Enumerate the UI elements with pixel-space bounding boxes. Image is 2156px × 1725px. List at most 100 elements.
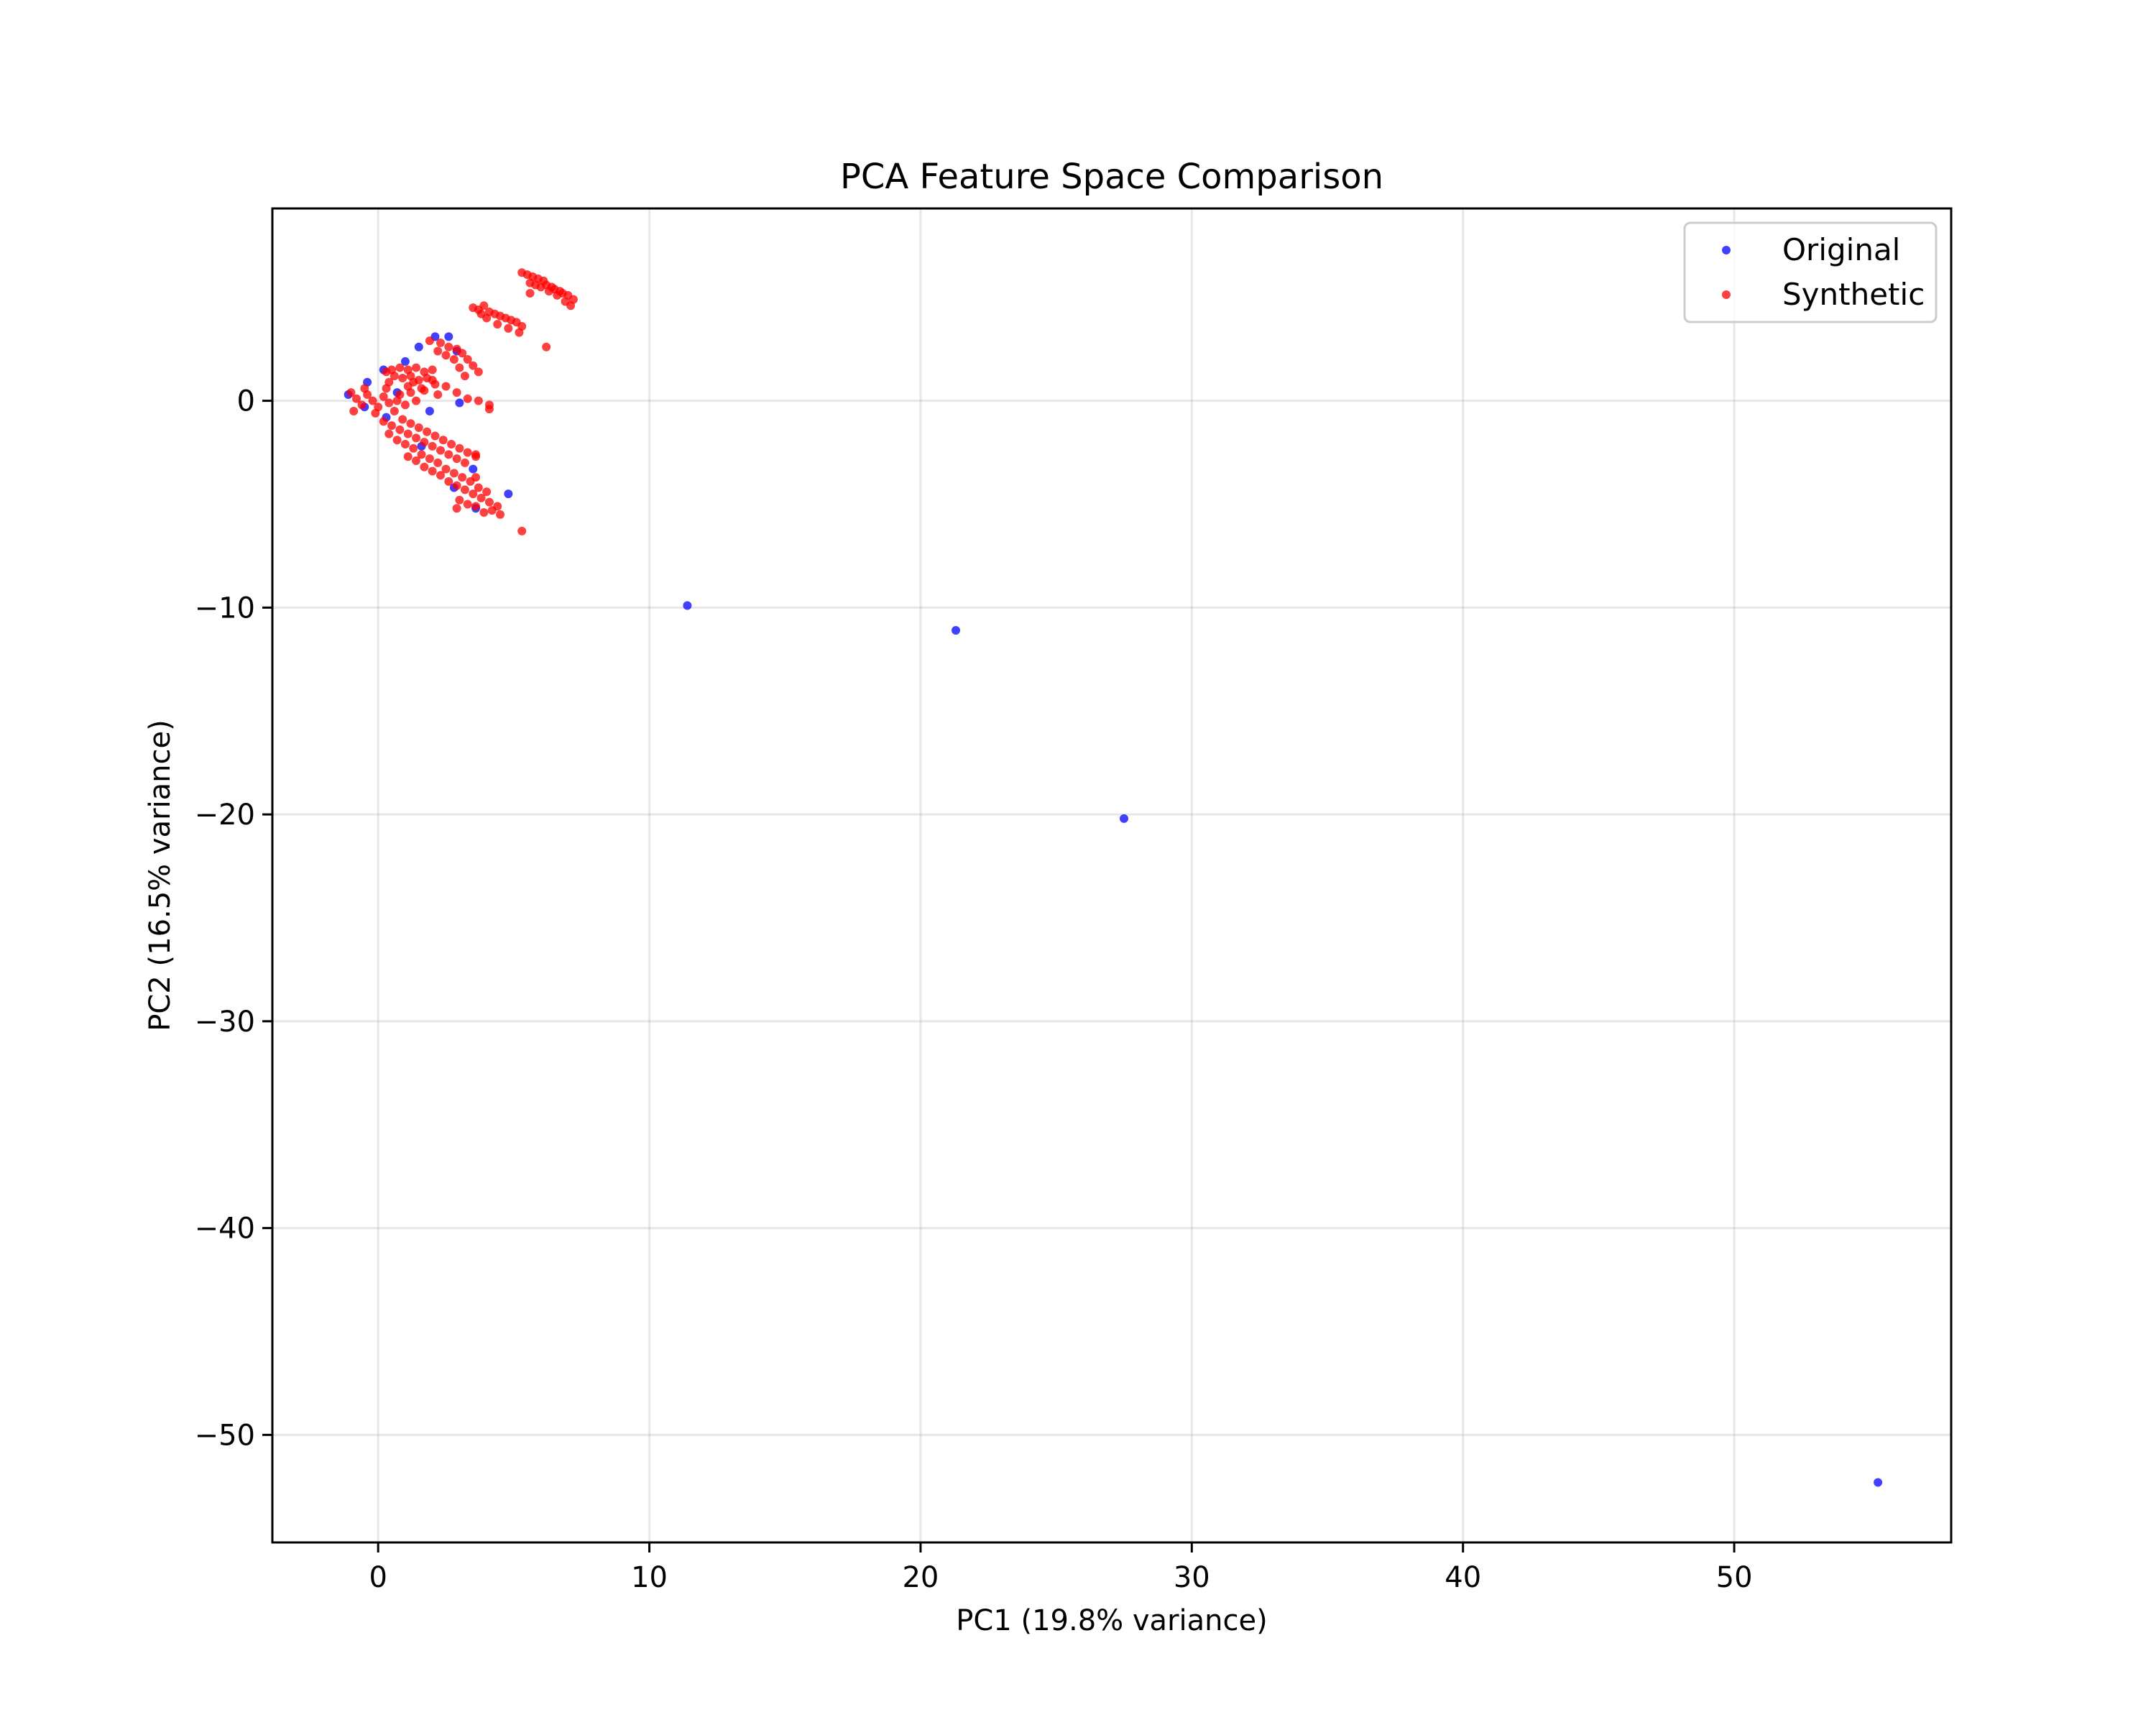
point-synthetic xyxy=(449,469,459,478)
point-synthetic xyxy=(444,450,453,459)
point-synthetic xyxy=(436,446,445,455)
point-synthetic xyxy=(536,282,545,292)
grid-lines xyxy=(272,208,1951,1542)
point-synthetic xyxy=(482,313,492,323)
point-synthetic xyxy=(469,361,478,370)
x-axis-ticks: 0 10 20 30 40 50 xyxy=(369,1542,1753,1594)
point-synthetic xyxy=(463,394,472,403)
point-synthetic xyxy=(425,336,434,346)
point-synthetic xyxy=(471,502,481,511)
point-synthetic xyxy=(447,440,456,449)
point-synthetic xyxy=(436,339,445,348)
point-synthetic xyxy=(384,398,394,408)
point-synthetic xyxy=(441,464,451,474)
point-synthetic xyxy=(463,448,472,457)
point-synthetic xyxy=(455,443,464,453)
point-synthetic xyxy=(452,481,461,490)
point-synthetic xyxy=(474,483,483,492)
point-synthetic xyxy=(428,441,437,451)
point-synthetic xyxy=(412,396,421,405)
point-synthetic xyxy=(504,323,513,333)
point-synthetic xyxy=(458,349,467,358)
point-synthetic xyxy=(452,388,461,397)
point-synthetic xyxy=(444,342,453,351)
x-tick-label: 40 xyxy=(1445,1561,1481,1594)
point-synthetic xyxy=(479,301,489,310)
point-synthetic xyxy=(423,427,432,436)
point-synthetic xyxy=(460,372,469,381)
point-synthetic xyxy=(420,386,429,395)
point-synthetic xyxy=(390,406,399,415)
point-synthetic xyxy=(417,450,426,459)
point-synthetic xyxy=(542,342,551,351)
point-synthetic xyxy=(433,346,443,356)
x-axis-label: PC1 (19.8% variance) xyxy=(956,1604,1267,1637)
point-synthetic xyxy=(425,454,434,464)
y-tick-label: −30 xyxy=(195,1006,255,1039)
point-synthetic xyxy=(433,458,443,467)
point-synthetic xyxy=(471,473,481,482)
point-synthetic xyxy=(433,390,443,399)
point-synthetic xyxy=(428,466,437,476)
point-synthetic xyxy=(349,406,359,415)
legend-marker-original xyxy=(1722,246,1731,254)
point-synthetic xyxy=(398,415,407,424)
point-synthetic xyxy=(403,452,413,461)
point-synthetic xyxy=(395,425,405,434)
point-synthetic xyxy=(460,458,469,467)
y-tick-label: −10 xyxy=(195,592,255,625)
y-tick-label: −20 xyxy=(195,799,255,832)
point-original xyxy=(683,601,692,610)
point-synthetic xyxy=(392,436,402,445)
point-synthetic xyxy=(566,301,576,310)
point-original xyxy=(1119,814,1128,823)
point-synthetic xyxy=(368,396,377,405)
point-original xyxy=(400,356,410,366)
point-original xyxy=(1874,1478,1883,1487)
point-synthetic xyxy=(525,288,535,298)
x-tick-label: 0 xyxy=(369,1561,387,1594)
point-original xyxy=(425,406,434,415)
point-synthetic xyxy=(379,392,388,401)
series-synthetic xyxy=(346,268,578,535)
point-synthetic xyxy=(409,377,418,387)
point-synthetic xyxy=(412,456,421,466)
point-synthetic xyxy=(400,400,410,410)
point-synthetic xyxy=(452,454,461,464)
legend-marker-synthetic xyxy=(1722,290,1731,299)
point-synthetic xyxy=(479,507,489,517)
point-synthetic xyxy=(384,429,394,438)
point-synthetic xyxy=(469,489,478,499)
y-axis-label: PC2 (16.5% variance) xyxy=(144,719,177,1031)
x-tick-label: 10 xyxy=(631,1561,668,1594)
point-synthetic xyxy=(420,462,429,472)
point-synthetic xyxy=(553,290,562,300)
point-synthetic xyxy=(441,351,451,360)
plot-area-frame xyxy=(271,207,1953,1544)
y-tick-label: −40 xyxy=(195,1213,255,1246)
y-tick-label: 0 xyxy=(237,385,255,418)
point-original xyxy=(504,489,513,499)
point-synthetic xyxy=(476,493,486,502)
point-synthetic xyxy=(387,421,397,431)
point-synthetic xyxy=(493,320,502,329)
point-synthetic xyxy=(438,436,448,445)
point-synthetic xyxy=(414,423,423,433)
point-synthetic xyxy=(371,408,380,418)
point-synthetic xyxy=(346,388,356,397)
point-synthetic xyxy=(463,500,472,509)
chart-title: PCA Feature Space Comparison xyxy=(840,157,1383,197)
point-synthetic xyxy=(360,384,369,393)
point-synthetic xyxy=(379,417,388,426)
point-synthetic xyxy=(482,487,492,497)
point-synthetic xyxy=(474,367,483,377)
point-original xyxy=(444,332,453,341)
point-synthetic xyxy=(474,396,483,405)
point-synthetic xyxy=(357,400,367,410)
point-synthetic xyxy=(400,440,410,449)
point-synthetic xyxy=(430,431,440,441)
point-synthetic xyxy=(395,363,405,372)
point-synthetic xyxy=(390,372,399,381)
x-tick-label: 50 xyxy=(1716,1561,1753,1594)
point-synthetic xyxy=(412,363,421,372)
